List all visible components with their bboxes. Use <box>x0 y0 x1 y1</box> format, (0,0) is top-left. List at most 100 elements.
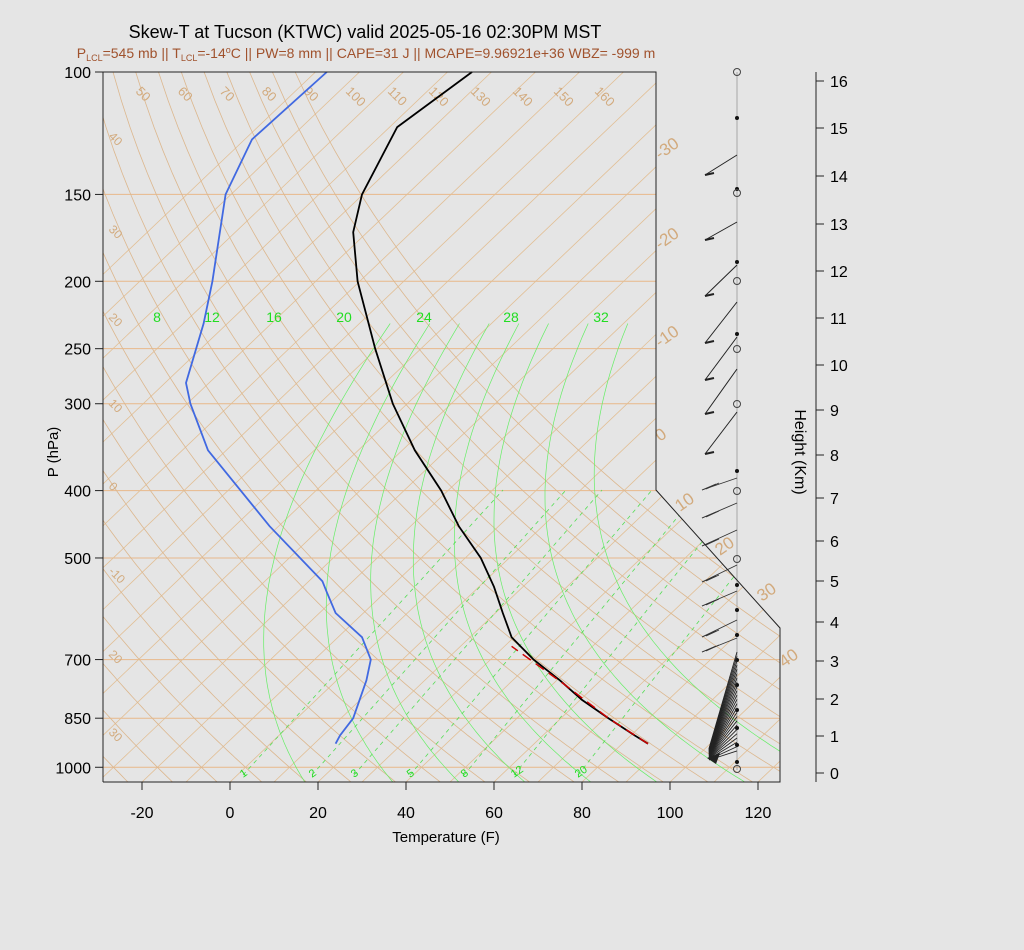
p-tick-label: 700 <box>64 653 91 670</box>
p-tick-label: 150 <box>64 187 91 204</box>
barb-dot <box>735 633 739 637</box>
isotherm-line <box>103 72 536 782</box>
mixing-ratio-line <box>353 489 603 776</box>
height-tick-label: 1 <box>830 729 839 746</box>
dry-adiabat-line <box>103 72 664 782</box>
p-tick-label: 400 <box>64 484 91 501</box>
wind-barb-flag <box>704 293 715 297</box>
dry-adiabat-line <box>103 72 575 782</box>
mixing-ratio-label: 2 <box>307 767 319 780</box>
dry-adiabat-line <box>180 72 780 782</box>
p-tick-label: 1000 <box>55 760 91 777</box>
wind-barb <box>704 221 738 241</box>
wind-barb <box>708 720 738 757</box>
wind-barb-feather <box>705 629 720 637</box>
barb-dot <box>735 332 739 336</box>
wind-barb <box>708 716 738 757</box>
x-tick-label: 20 <box>309 805 327 822</box>
mixing-ratio-label: 3 <box>349 767 361 780</box>
subtitle-rest: C || PW=8 mm || CAPE=31 J || MCAPE=9.969… <box>231 45 656 61</box>
height-tick-label: 2 <box>830 692 839 709</box>
isotherm-line <box>103 72 712 782</box>
mixing-ratio-label: 12 <box>509 764 526 781</box>
barb-ring <box>733 189 741 197</box>
x-tick-label: 120 <box>745 805 772 822</box>
wind-barb <box>708 711 738 756</box>
moist-adiabat-line <box>493 323 657 782</box>
plot-area <box>103 72 656 782</box>
moist-adiabat-line <box>325 323 431 782</box>
wind-barb-feather <box>705 598 720 606</box>
isotherm-c-label: 40 <box>775 645 801 671</box>
isotherm-line <box>229 72 780 782</box>
wind-barb <box>704 336 738 381</box>
dry-adiabat-line <box>112 72 709 782</box>
p-tick-label: 250 <box>64 342 91 359</box>
barb-ring <box>733 277 741 285</box>
isotherm-line <box>103 72 624 782</box>
sounding-lines <box>185 71 649 745</box>
wind-barb-panel <box>701 68 741 773</box>
wind-barb-flag <box>704 411 715 415</box>
tlcl-val: =-14 <box>197 45 226 61</box>
theta-e-label: 8 <box>153 309 161 325</box>
mixing-ratio-label: 8 <box>459 767 471 780</box>
isotherm-line <box>581 72 780 782</box>
plcl-val: =545 mb || T <box>103 45 182 61</box>
moist-adiabat-line <box>370 323 460 782</box>
height-tick-label: 8 <box>830 448 839 465</box>
barb-ring <box>733 765 741 773</box>
x-axis-title: Temperature (F) <box>392 829 500 846</box>
wind-barb-feather <box>705 482 720 490</box>
moist-adiabat-line <box>593 323 780 782</box>
wind-barb <box>708 733 738 759</box>
y-axis-title: P (hPa) <box>45 427 62 478</box>
isotherm-line <box>273 72 780 782</box>
wind-barb <box>704 368 738 415</box>
wind-barb-flag <box>704 172 715 176</box>
height-tick-label: 11 <box>830 311 847 328</box>
barb-dot <box>735 469 739 473</box>
background-grid: 50 60 70 80 90 100 110 120 130 140 150 160403020100… <box>103 72 802 782</box>
mixing-ratio-label: 1 <box>238 767 250 780</box>
dry-adiabat-line <box>103 72 530 782</box>
theta-e-label: 32 <box>593 309 609 325</box>
tlcl-sub: LCL <box>181 53 198 63</box>
wind-barb-flag <box>704 237 715 241</box>
height-tick-label: 9 <box>830 403 839 420</box>
wind-barb-feather <box>705 510 720 518</box>
p-tick-label: 850 <box>64 711 91 728</box>
wind-barb <box>708 694 738 754</box>
wind-barb <box>704 264 738 297</box>
isotherm-c-label: 30 <box>753 579 779 605</box>
wind-barb <box>708 703 738 755</box>
wind-barb-flag <box>704 377 715 381</box>
barb-dot <box>735 726 739 730</box>
wind-barb <box>704 154 738 176</box>
height-tick-label: 5 <box>830 574 839 591</box>
height-tick-label: 14 <box>830 169 848 186</box>
moist-adiabat-line <box>544 323 745 782</box>
height-tick-label: 12 <box>830 264 848 281</box>
dry-adiabat-line <box>103 72 396 782</box>
wind-barb <box>704 301 738 344</box>
dry-adiabat-line <box>103 72 173 782</box>
barb-dot <box>735 583 739 587</box>
plcl-prefix: P <box>77 45 86 61</box>
theta-e-label: 20 <box>336 309 352 325</box>
dry-adiabat-line <box>103 72 218 782</box>
x-tick-label: -20 <box>130 805 153 822</box>
temperature-line <box>352 71 649 745</box>
barb-dot <box>735 116 739 120</box>
dry-adiabat-line <box>103 72 441 782</box>
height-tick-label: 6 <box>830 534 839 551</box>
moist-adiabat-line <box>412 323 526 782</box>
p-tick-label: 100 <box>64 65 91 82</box>
barb-dot <box>735 608 739 612</box>
isotherm-line <box>103 72 404 782</box>
wind-barb <box>708 690 738 754</box>
isotherm-line <box>537 72 780 782</box>
dry-adiabat-line <box>103 72 352 782</box>
height-tick-label: 15 <box>830 121 848 138</box>
